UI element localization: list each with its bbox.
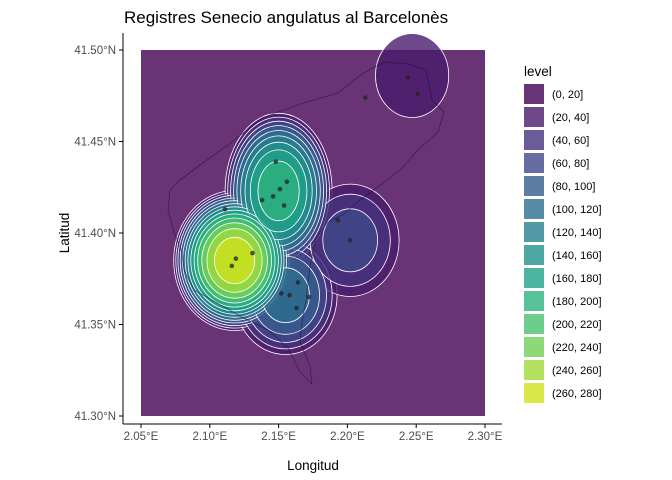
observation-point (270, 194, 276, 199)
observation-point (273, 159, 279, 164)
density-contours (173, 33, 450, 355)
observation-point (294, 305, 299, 311)
legend-label: (40, 60] (552, 135, 589, 147)
legend-label: (180, 200] (552, 296, 602, 308)
legend-swatch (524, 268, 544, 288)
legend-swatch (524, 337, 544, 357)
legend-swatch (524, 107, 544, 127)
y-axis-ticks: 41.30°N 41.35°N 41.40°N 41.45°N 41.50°N (74, 45, 123, 423)
observation-point (335, 217, 341, 223)
observation-point (229, 263, 235, 269)
observation-point (277, 186, 283, 192)
legend-swatch (524, 176, 544, 196)
legend-label: (0, 20] (552, 89, 583, 101)
legend-swatch (524, 130, 544, 150)
axes: 2.05°E 2.10°E 2.15°E 2.20°E 2.25°E 2.30°E 41.… (74, 33, 503, 443)
chart-title: Registres Senecio angulatus al Barcelonè… (124, 8, 448, 27)
legend-swatch (524, 314, 544, 334)
legend-swatch (524, 199, 544, 219)
y-tick-label: 41.35°N (74, 320, 116, 332)
legend-label: (120, 140] (552, 227, 602, 239)
legend-swatch (524, 222, 544, 242)
barcelones-boundary (167, 61, 445, 386)
observation-point (287, 292, 292, 298)
observation-point (295, 280, 301, 285)
legend-swatch (524, 153, 544, 173)
observation-point (306, 294, 312, 300)
observation-point (233, 256, 239, 261)
legend-swatch (524, 291, 544, 311)
x-tick-label: 2.20°E (330, 431, 365, 443)
legend-label: (20, 40] (552, 112, 589, 124)
legend-label: (100, 120] (552, 204, 602, 216)
legend-label: (60, 80] (552, 158, 589, 170)
observation-point (222, 206, 228, 212)
legend-swatch (524, 84, 544, 104)
observation-point (405, 75, 411, 80)
x-axis-title: Longitud (287, 458, 339, 473)
observation-point (279, 291, 284, 296)
observation-point (347, 238, 353, 243)
legend-label: (200, 220] (552, 319, 602, 331)
y-tick-label: 41.50°N (74, 45, 116, 57)
x-axis-ticks: 2.05°E 2.10°E 2.15°E 2.20°E 2.25°E 2.30°E (124, 424, 503, 443)
y-tick-label: 41.45°N (74, 137, 116, 149)
contour-band (375, 33, 450, 118)
legend: level (0, 20] (20, 40] (40, 60] (60, 80] (80… (524, 64, 602, 403)
x-tick-label: 2.25°E (399, 431, 434, 443)
legend-label: (140, 160] (552, 250, 602, 262)
legend-label: (80, 100] (552, 181, 595, 193)
legend-items: (0, 20] (20, 40] (40, 60] (60, 80] (80, 100]… (524, 84, 602, 403)
legend-label: (220, 240] (552, 342, 602, 354)
observation-points (222, 75, 420, 311)
legend-swatch (524, 360, 544, 380)
observation-point (415, 91, 420, 97)
y-tick-label: 41.40°N (74, 228, 116, 240)
x-tick-label: 2.30°E (468, 431, 503, 443)
x-tick-label: 2.05°E (124, 431, 159, 443)
plot-area (141, 33, 485, 416)
x-tick-label: 2.10°E (192, 431, 227, 443)
legend-label: (160, 180] (552, 273, 602, 285)
legend-title: level (524, 64, 552, 79)
legend-swatch (524, 383, 544, 403)
observation-point (259, 197, 265, 203)
contour-band (214, 236, 256, 285)
observation-point (363, 95, 368, 100)
x-tick-label: 2.15°E (261, 431, 296, 443)
legend-label: (240, 260] (552, 365, 602, 377)
y-axis-title: Latitud (57, 213, 72, 254)
observation-point (284, 179, 290, 185)
observation-point (281, 203, 287, 208)
legend-label: (260, 280] (552, 388, 602, 400)
y-tick-label: 41.30°N (74, 411, 116, 423)
observation-point (250, 250, 255, 256)
legend-swatch (524, 245, 544, 265)
